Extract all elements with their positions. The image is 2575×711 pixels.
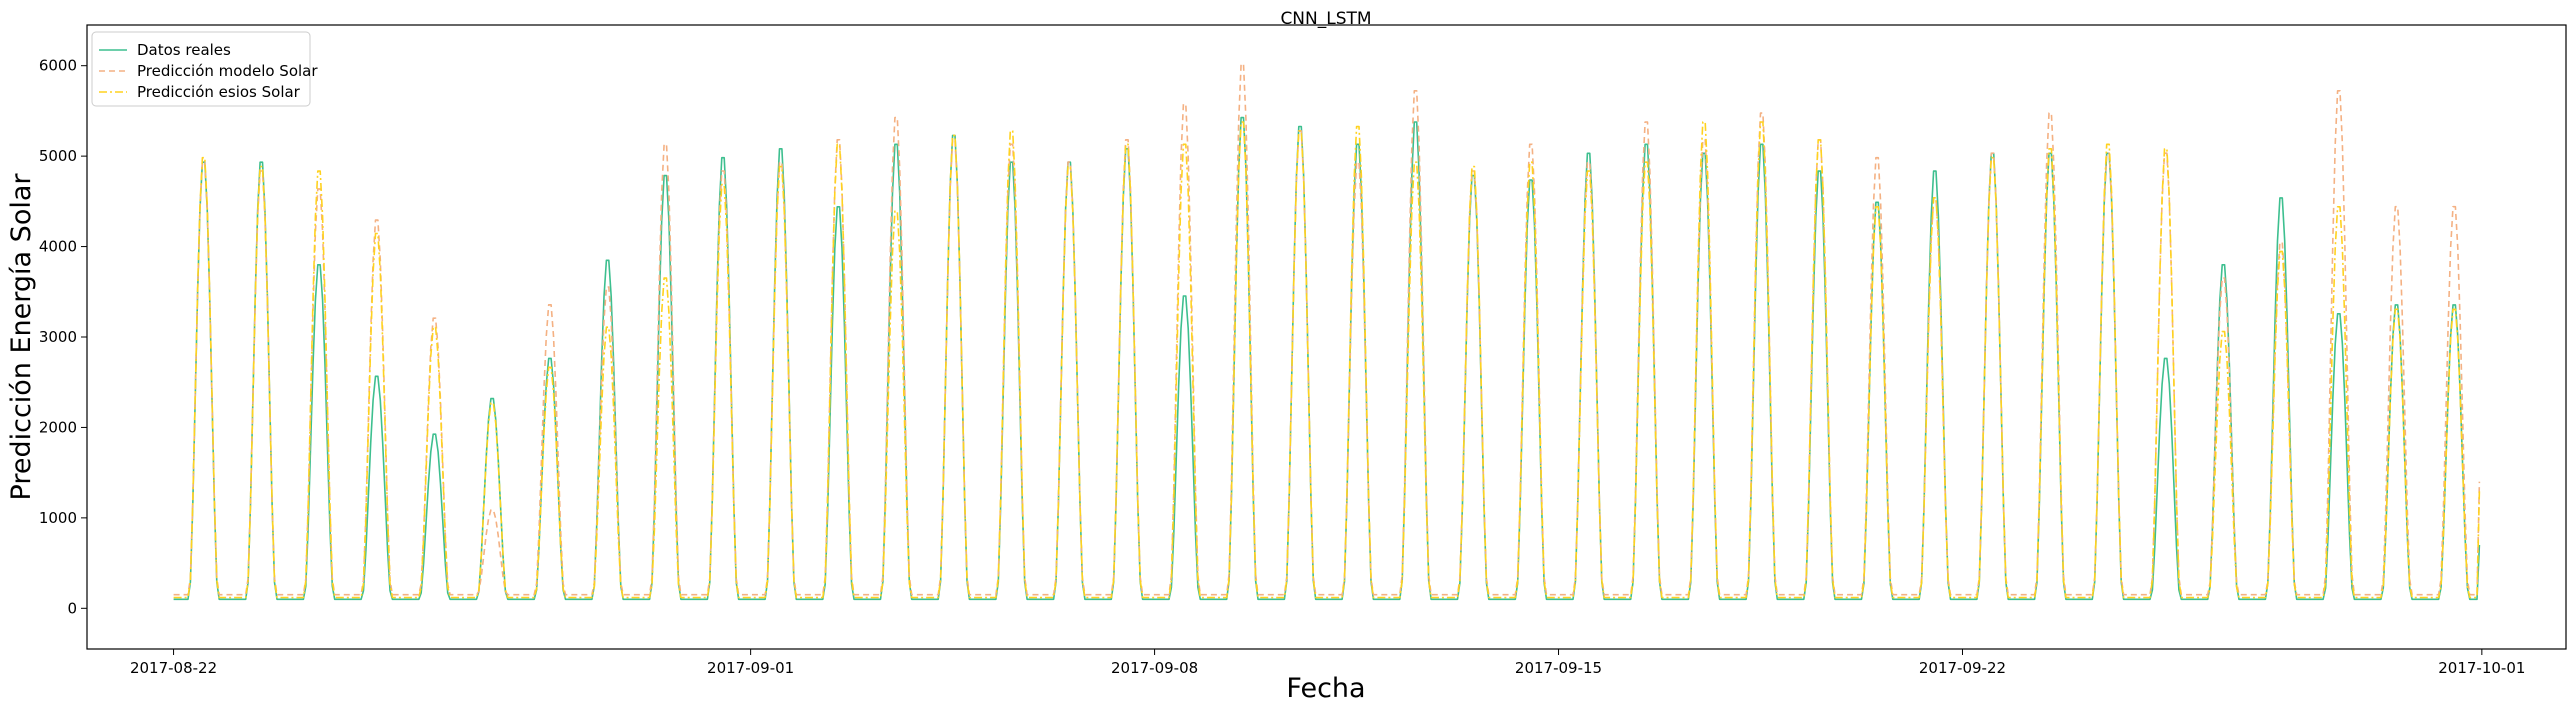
y-axis: 0 1000 2000 3000 4000 5000 6000 bbox=[39, 57, 87, 617]
x-tick-label: 2017-09-01 bbox=[707, 659, 794, 677]
y-tick-label: 2000 bbox=[39, 418, 77, 436]
x-axis: 2017-08-22 2017-09-01 2017-09-08 2017-09-15… bbox=[130, 649, 2525, 677]
y-tick-label: 3000 bbox=[39, 328, 77, 346]
x-tick-label: 2017-10-01 bbox=[2438, 659, 2525, 677]
legend-box bbox=[91, 31, 311, 107]
y-tick-label: 1000 bbox=[39, 509, 77, 527]
y-tick-label: 5000 bbox=[39, 147, 77, 165]
legend-label-prediccion-esios: Predicción esios Solar bbox=[137, 83, 301, 101]
legend: Datos reales Predicción modelo Solar Pre… bbox=[91, 31, 318, 107]
y-tick-label: 6000 bbox=[39, 57, 77, 75]
chart-title: CNN_LSTM bbox=[1280, 9, 1371, 29]
y-tick-label: 4000 bbox=[39, 238, 77, 256]
series-line-2 bbox=[173, 121, 2481, 599]
x-tick-label: 2017-09-08 bbox=[1111, 659, 1198, 677]
x-tick-label: 2017-08-22 bbox=[130, 659, 217, 677]
plot-area bbox=[87, 25, 2566, 649]
legend-label-datos-reales: Datos reales bbox=[137, 41, 231, 59]
x-axis-title: Fecha bbox=[1286, 673, 1365, 704]
series-layer bbox=[173, 63, 2481, 601]
x-tick-label: 2017-09-22 bbox=[1919, 659, 2006, 677]
y-axis-title: Predicción Energía Solar bbox=[6, 173, 37, 501]
x-tick-label: 2017-09-15 bbox=[1515, 659, 1602, 677]
legend-label-prediccion-modelo: Predicción modelo Solar bbox=[137, 62, 318, 80]
y-tick-label: 0 bbox=[67, 599, 77, 617]
